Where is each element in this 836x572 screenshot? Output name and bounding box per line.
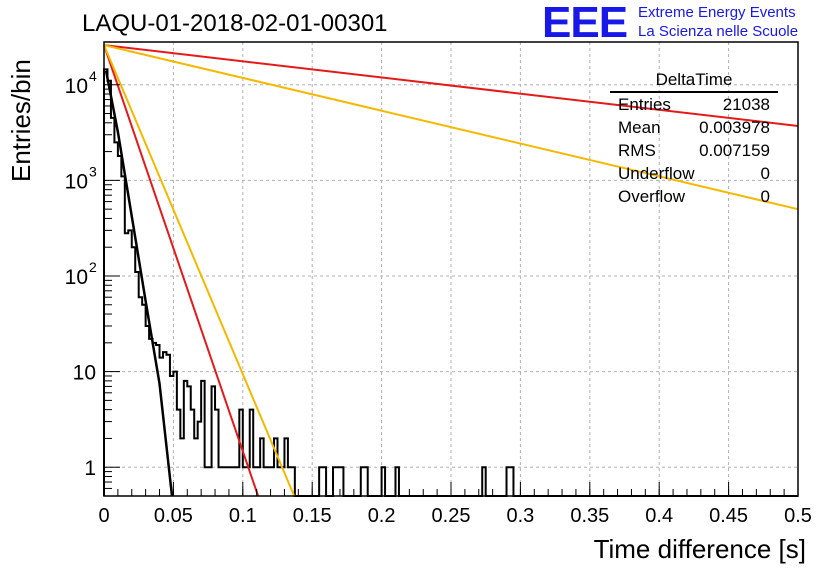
x-tick-label: 0.3 bbox=[506, 505, 534, 527]
x-tick-label: 0 bbox=[98, 505, 109, 527]
stats-row: Mean 0.003978 bbox=[610, 116, 778, 139]
y-tick-label: 1 bbox=[84, 457, 96, 480]
fit-curve-1 bbox=[104, 70, 174, 497]
stats-row: Underflow 0 bbox=[610, 162, 778, 185]
stats-box: DeltaTime Entries 21038 Mean 0.003978 RM… bbox=[610, 70, 778, 208]
y-axis-label: Entries/bin bbox=[6, 59, 36, 182]
stats-label: Overflow bbox=[618, 187, 686, 206]
y-tick-label: 10 bbox=[73, 362, 96, 385]
y-tick-label: 10 bbox=[65, 75, 88, 98]
x-tick-label: 0.2 bbox=[368, 505, 396, 527]
plot-title: LAQU-01-2018-02-01-00301 bbox=[82, 10, 388, 37]
logo-tagline-2: La Scienza nelle Scuole bbox=[638, 23, 799, 40]
x-axis-label: Time difference [s] bbox=[593, 534, 806, 564]
fit-curve-4 bbox=[103, 44, 799, 127]
logo-tagline-1: Extreme Energy Events bbox=[638, 4, 796, 21]
stats-label: Mean bbox=[618, 118, 661, 137]
stats-value: 21038 bbox=[722, 95, 770, 114]
x-axis-ticks: 0 0.05 0.1 0.15 0.2 0.25 0.3 0.35 0.4 0.45 0.5 bbox=[98, 482, 812, 527]
stats-row: Entries 21038 bbox=[610, 93, 778, 116]
stats-value: 0 bbox=[760, 187, 770, 206]
stats-title: DeltaTime bbox=[610, 70, 778, 93]
stats-row: Overflow 0 bbox=[610, 185, 778, 208]
fit-curves bbox=[103, 44, 799, 497]
y-tick-exponent: 3 bbox=[89, 163, 97, 179]
stats-value: 0 bbox=[760, 164, 770, 183]
y-tick-label: 10 bbox=[65, 266, 88, 289]
x-tick-label: 0.5 bbox=[784, 505, 812, 527]
x-tick-label: 0.15 bbox=[293, 505, 332, 527]
x-tick-label: 0.1 bbox=[229, 505, 257, 527]
stats-label: RMS bbox=[618, 141, 656, 160]
x-tick-label: 0.4 bbox=[645, 505, 673, 527]
x-tick-label: 0.45 bbox=[709, 505, 748, 527]
eee-logo: EEE bbox=[542, 0, 628, 47]
y-tick-exponent: 2 bbox=[89, 259, 97, 275]
x-tick-label: 0.05 bbox=[154, 505, 193, 527]
x-tick-label: 0.35 bbox=[570, 505, 609, 527]
stats-label: Entries bbox=[618, 95, 671, 114]
stats-row: RMS 0.007159 bbox=[610, 139, 778, 162]
x-tick-label: 0.25 bbox=[432, 505, 471, 527]
stats-label: Underflow bbox=[618, 164, 695, 183]
stats-value: 0.007159 bbox=[699, 141, 770, 160]
fit-curve-3 bbox=[103, 44, 296, 497]
y-tick-exponent: 4 bbox=[89, 68, 97, 84]
fit-curve-2 bbox=[103, 44, 260, 497]
fit-curve-5 bbox=[103, 44, 799, 211]
stats-value: 0.003978 bbox=[699, 118, 770, 137]
y-tick-label: 10 bbox=[65, 170, 88, 193]
